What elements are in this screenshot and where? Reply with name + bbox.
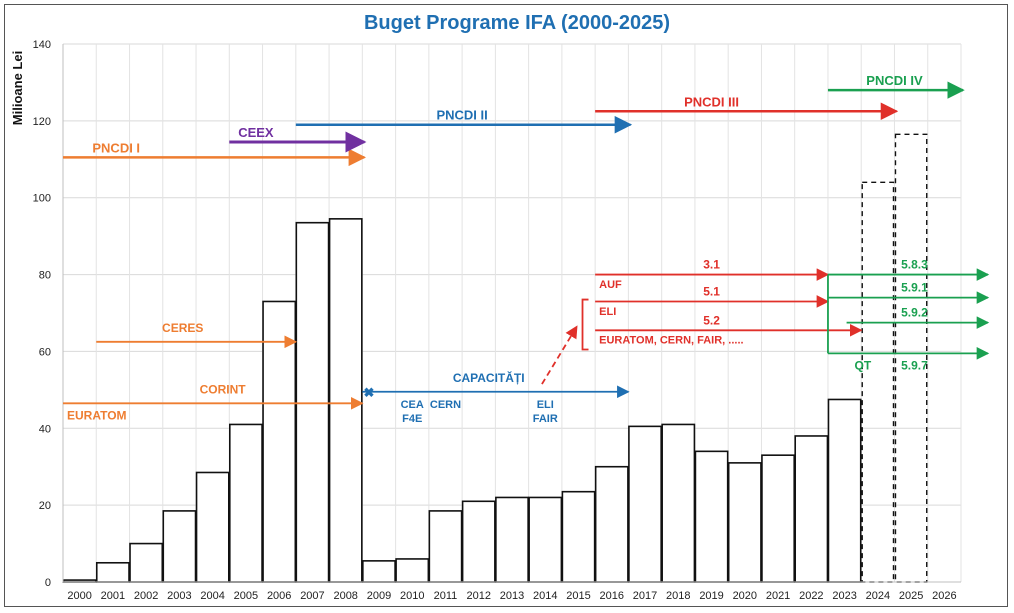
bar <box>561 490 596 583</box>
x-tick-label: 2026 <box>932 590 956 602</box>
bar <box>328 218 363 583</box>
red-bracket <box>581 298 589 351</box>
x-tick-label: 2014 <box>533 590 557 602</box>
x-tick-label: 2017 <box>633 590 657 602</box>
euratom-label: EURATOM <box>67 408 127 422</box>
y-tick-label: 100 <box>33 193 51 205</box>
x-tick-label: 2001 <box>101 590 125 602</box>
projected-bar <box>894 133 928 583</box>
x-tick-label: 2009 <box>367 590 391 602</box>
bar <box>428 510 463 583</box>
bar <box>827 398 862 583</box>
bar <box>262 300 297 583</box>
chart-frame <box>4 4 1008 607</box>
bar <box>495 496 529 583</box>
x-tick-label: 2004 <box>200 590 224 602</box>
bar-layer <box>62 133 928 583</box>
corint-label: CORINT <box>200 382 247 396</box>
bar <box>694 450 729 583</box>
x-tick-label: 2008 <box>333 590 357 602</box>
x-tick-label: 2025 <box>899 590 923 602</box>
euratom-list-label: EURATOM, CERN, FAIR, ..... <box>599 335 743 347</box>
green-sub-program-label: 5.9.2 <box>901 306 928 320</box>
bar <box>129 542 164 583</box>
bar <box>295 221 330 583</box>
x-tick-label: 2012 <box>466 590 490 602</box>
y-tick-label: 20 <box>39 500 51 512</box>
x-tick-label: 2015 <box>566 590 590 602</box>
eli-red-label: ELI <box>599 306 616 318</box>
x-tick-label: 2011 <box>434 590 458 602</box>
x-tick-label: 2018 <box>666 590 690 602</box>
f4e-label: F4E <box>402 413 422 425</box>
bar <box>661 423 696 583</box>
program-label: PNCDI IV <box>866 73 923 88</box>
bar <box>628 425 662 583</box>
program-label: PNCDI III <box>684 94 739 109</box>
y-tick-label: 120 <box>33 116 51 128</box>
bar <box>395 558 430 583</box>
ceres-label: CERES <box>162 321 203 335</box>
cern-label: CERN <box>430 399 461 411</box>
program-label: PNCDI I <box>92 140 140 155</box>
sub-program-label: 5.2 <box>703 313 720 327</box>
eli-blue-label: ELI <box>537 399 554 411</box>
x-tick-label: 2000 <box>67 590 91 602</box>
x-tick-label: 2023 <box>832 590 856 602</box>
sub-program-label: 3.1 <box>703 258 720 272</box>
y-tick-label: 60 <box>39 346 51 358</box>
bar <box>228 423 263 583</box>
bar <box>528 496 563 583</box>
x-tick-label: 2024 <box>866 590 890 602</box>
bar <box>594 465 629 583</box>
y-tick-label: 0 <box>45 577 51 589</box>
y-tick-label: 40 <box>39 423 51 435</box>
x-tick-label: 2007 <box>300 590 324 602</box>
x-tick-label: 2020 <box>733 590 757 602</box>
eli-link-arrow <box>541 325 578 385</box>
capacitati-label: CAPACITĂȚI <box>453 370 525 385</box>
bar <box>461 500 496 583</box>
sub-program-label: 5.1 <box>703 284 720 298</box>
x-tick-label: 2002 <box>134 590 158 602</box>
bar <box>95 561 130 583</box>
x-tick-label: 2003 <box>167 590 191 602</box>
bar <box>761 454 796 583</box>
green-sub-program-label: 5.9.1 <box>901 281 928 295</box>
cea-label: CEA <box>401 399 424 411</box>
axis-layer: 0 20 40 60 80 100 120 140 2000 2001 2002 2003 2004 20… <box>33 39 961 602</box>
x-tick-label: 2019 <box>699 590 723 602</box>
chart-title: Buget Programe IFA (2000-2025) <box>364 12 670 34</box>
bar <box>362 560 396 583</box>
y-tick-label: 80 <box>39 270 51 282</box>
bar <box>195 471 230 583</box>
x-tick-label: 2016 <box>600 590 624 602</box>
program-label: CEEX <box>238 125 274 140</box>
x-tick-label: 2006 <box>267 590 291 602</box>
arrow-layer <box>63 81 990 410</box>
x-tick-label: 2021 <box>766 590 790 602</box>
green-sub-program-label: 5.9.7 <box>901 358 928 372</box>
y-axis-label: Milioane Lei <box>10 51 25 125</box>
cross-marker: ✖ <box>364 385 375 400</box>
auf-label: AUF <box>599 279 622 291</box>
x-tick-label: 2005 <box>234 590 258 602</box>
bar <box>162 510 197 583</box>
program-label: PNCDI II <box>436 108 487 123</box>
x-tick-label: 2013 <box>500 590 524 602</box>
annotation-layer: PNCDI I CEEX PNCDI II PNCDI III PNCDI IV CERE… <box>67 73 928 425</box>
y-tick-label: 140 <box>33 39 51 51</box>
projected-bar <box>861 181 895 583</box>
green-sub-program-label: 5.8.3 <box>901 258 928 272</box>
fair-blue-label: FAIR <box>533 413 558 425</box>
x-tick-label: 2010 <box>400 590 424 602</box>
qt-label: QT <box>855 358 872 372</box>
x-tick-label: 2022 <box>799 590 823 602</box>
bar <box>727 462 762 583</box>
bar <box>794 435 829 583</box>
